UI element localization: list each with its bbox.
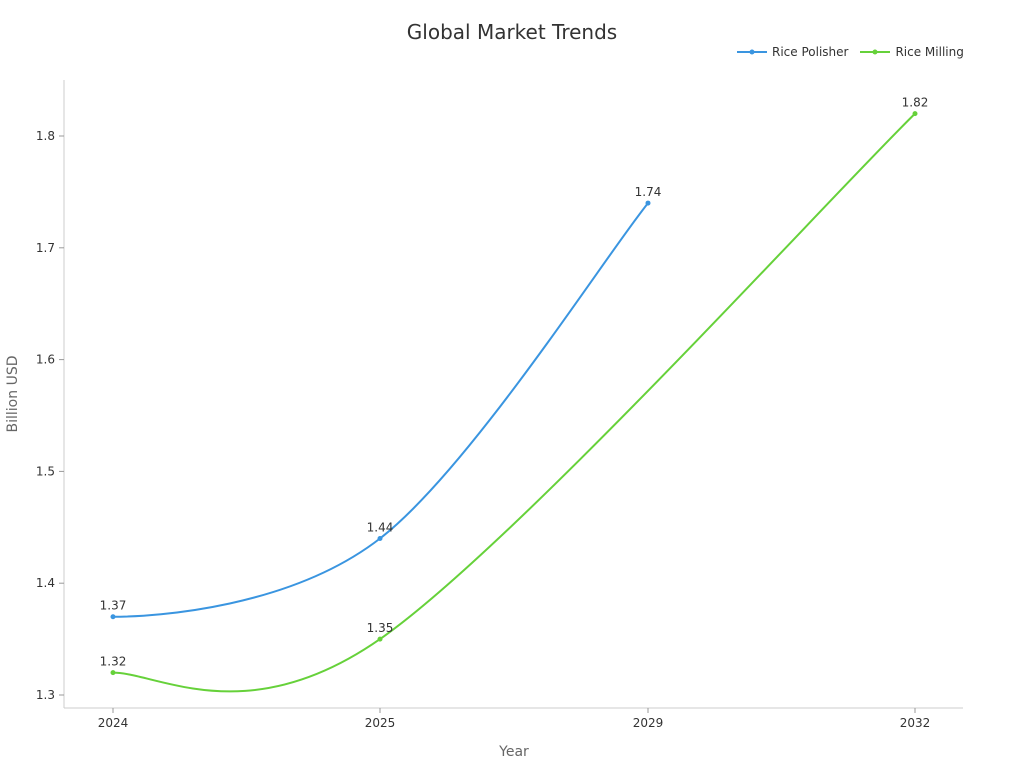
data-label: 1.32	[100, 655, 127, 669]
y-axis-label: Billion USD	[5, 356, 21, 433]
x-tick-label: 2032	[900, 716, 931, 730]
legend: Rice Polisher Rice Milling	[737, 45, 976, 59]
series-group: 1.37 1.44 1.74 1.32 1.35 1.82	[100, 96, 929, 693]
data-point[interactable]	[377, 636, 383, 642]
y-tick-label: 1.6	[36, 353, 55, 367]
data-label: 1.44	[367, 520, 394, 534]
x-tick-label: 2029	[633, 716, 664, 730]
legend-label: Rice Polisher	[772, 45, 849, 59]
y-axis-ticks: 1.3 1.4 1.5 1.6 1.7 1.8	[36, 129, 64, 702]
data-point[interactable]	[110, 614, 116, 620]
x-tick-label: 2024	[98, 716, 129, 730]
data-point[interactable]	[912, 111, 918, 117]
data-label: 1.37	[100, 599, 127, 613]
series-line	[112, 202, 649, 618]
series-rice-polisher: 1.37 1.44 1.74	[100, 185, 662, 620]
data-label: 1.35	[367, 621, 394, 635]
legend-item-rice-polisher[interactable]: Rice Polisher	[737, 45, 848, 59]
series-rice-milling: 1.32 1.35 1.82	[100, 96, 929, 693]
x-axis-ticks: 2024 2025 2029 2032	[98, 708, 931, 730]
chart-title: Global Market Trends	[406, 20, 618, 44]
line-marker-icon	[860, 49, 891, 55]
x-tick-label: 2025	[365, 716, 396, 730]
data-label: 1.74	[635, 185, 662, 199]
y-tick-label: 1.4	[36, 576, 55, 590]
y-tick-label: 1.5	[36, 464, 55, 478]
axes	[63, 80, 963, 709]
y-tick-label: 1.3	[36, 688, 55, 702]
legend-label: Rice Milling	[895, 45, 964, 59]
y-tick-label: 1.8	[36, 129, 55, 143]
data-point[interactable]	[645, 200, 651, 206]
series-line	[112, 112, 916, 693]
data-label: 1.82	[902, 96, 929, 110]
legend-item-rice-milling[interactable]: Rice Milling	[860, 45, 964, 59]
y-tick-label: 1.7	[36, 241, 55, 255]
line-marker-icon	[737, 49, 767, 55]
data-point[interactable]	[377, 535, 383, 541]
x-axis-label: Year	[498, 744, 529, 760]
data-point[interactable]	[110, 670, 116, 676]
